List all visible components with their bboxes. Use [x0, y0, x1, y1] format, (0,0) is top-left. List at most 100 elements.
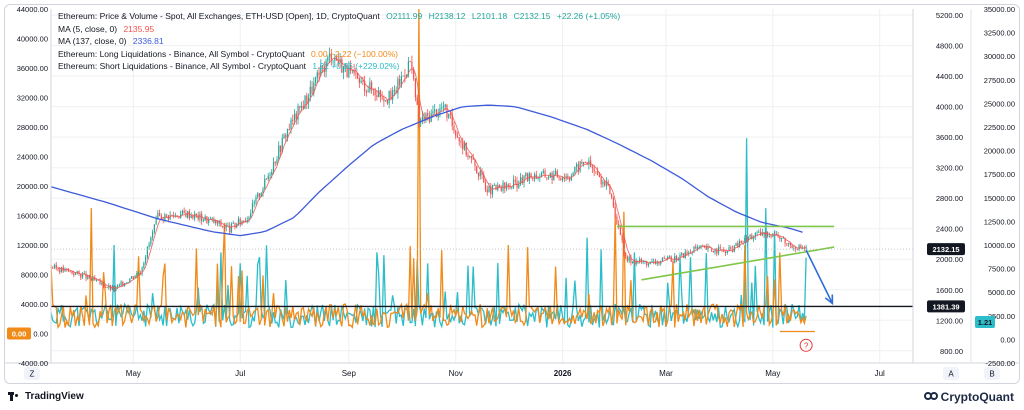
price-candle [640, 259, 643, 263]
price-candle [435, 109, 438, 118]
price-candle [411, 61, 413, 70]
price-candle [255, 197, 257, 203]
price-candle [325, 60, 327, 73]
price-candle [696, 247, 699, 249]
price-candle [738, 240, 741, 248]
price-candle [371, 82, 373, 89]
price-candle [407, 61, 410, 75]
price-candle [547, 177, 550, 179]
scale-b-button-bg [984, 367, 1000, 380]
auto-scale-button-bg [943, 367, 959, 380]
auto-scale-button: A [948, 370, 954, 379]
long-liq-badge-bg [7, 327, 31, 340]
legend-long-liq-label: Ethereum: Long Liquidations - Binance, A… [58, 48, 305, 59]
price-candle [414, 78, 417, 98]
price-candle [349, 65, 352, 71]
right-axis-tick-label: 35000.00 [984, 5, 1015, 14]
price-candle [148, 243, 150, 248]
right-axis-tick-label: 15000.00 [984, 194, 1015, 203]
price-candle [225, 225, 227, 228]
tradingview-brand[interactable]: TradingView [8, 391, 84, 402]
price-axis-tick-label: 4000.00 [936, 103, 963, 112]
price-candle [372, 88, 374, 91]
price-candle [90, 278, 92, 280]
price-candle [279, 145, 282, 152]
right-axis-tick-label: 25000.00 [984, 99, 1015, 108]
price-candle [469, 155, 471, 158]
tradingview-logo-icon [8, 392, 21, 401]
price-candle [73, 273, 75, 275]
legend-ma137-value: 2336.81 [132, 36, 164, 46]
price-candle [737, 242, 739, 248]
zoom-reset-button-bg [24, 367, 40, 380]
left-axis-tick-label: 8000.00 [21, 271, 48, 280]
price-candle [639, 259, 641, 263]
right-axis-tick-label: 30000.00 [984, 52, 1015, 61]
price-axis-tick-label: 1600.00 [936, 286, 963, 295]
price-candle [409, 61, 411, 63]
price-candle [530, 173, 532, 178]
long-liq-badge: 0.00 [12, 330, 27, 339]
price-candle [421, 116, 424, 121]
price-candle [60, 267, 63, 273]
price-candle [306, 95, 308, 104]
price-candle [595, 171, 597, 173]
price-candle [125, 282, 127, 284]
price-candle [602, 181, 604, 185]
price-candle [164, 214, 166, 221]
price-candle [320, 65, 322, 76]
price-candle [141, 267, 143, 274]
short-liq-badge-bg [975, 315, 995, 328]
price-candle [619, 225, 622, 236]
price-candle [269, 174, 271, 176]
price-candle [383, 98, 385, 102]
price-candle [593, 168, 595, 172]
price-candle [376, 95, 378, 98]
price-candle [187, 211, 189, 218]
price-candle [448, 113, 450, 118]
price-candle [234, 223, 236, 228]
price-candle [702, 245, 704, 247]
cryptoquant-brand[interactable]: CryptoQuant [923, 390, 1014, 404]
price-candle [674, 256, 676, 263]
price-candle [791, 245, 793, 248]
price-badge: 2132.15 [932, 245, 959, 254]
price-candle [558, 177, 560, 179]
price-candle [714, 249, 716, 253]
price-candle [556, 170, 558, 178]
price-candle [136, 273, 138, 276]
forecast-arrow-head [824, 294, 834, 306]
price-candle [334, 57, 336, 61]
long-liquidations-line [50, 8, 807, 330]
price-candle [560, 178, 562, 180]
price-candle [173, 215, 175, 217]
price-candle [355, 73, 357, 74]
price-candle [514, 179, 516, 182]
price-candle [476, 166, 478, 174]
price-candle [427, 113, 429, 116]
price-candle [57, 268, 59, 270]
chart-canvas[interactable]: ? 44000.00 40000.00 36000.00 32000.00 28000.… [5, 5, 1020, 384]
price-candle [795, 247, 797, 250]
price-candle [752, 236, 755, 240]
price-candle [609, 185, 611, 195]
time-axis-tick-label: 2026 [554, 369, 572, 378]
price-candle [540, 172, 543, 178]
price-candle [341, 58, 343, 73]
ma5-line [57, 57, 807, 289]
price-candle [439, 108, 441, 114]
price-candle [625, 253, 627, 257]
price-candle [102, 282, 105, 287]
price-candle [665, 258, 667, 260]
price-candle [667, 256, 669, 259]
legend-main-row: Ethereum: Price & Volume - Spot, All Exc… [58, 10, 620, 23]
price-candle [695, 246, 697, 249]
price-candle [525, 173, 527, 177]
price-badge-bg [927, 243, 965, 256]
price-candle [258, 193, 261, 197]
price-candle [195, 213, 198, 216]
price-candle [630, 257, 632, 263]
legend-close: C2132.15 [513, 11, 551, 21]
right-axis-tick-label: 12500.00 [984, 217, 1015, 226]
price-candle [88, 274, 91, 279]
